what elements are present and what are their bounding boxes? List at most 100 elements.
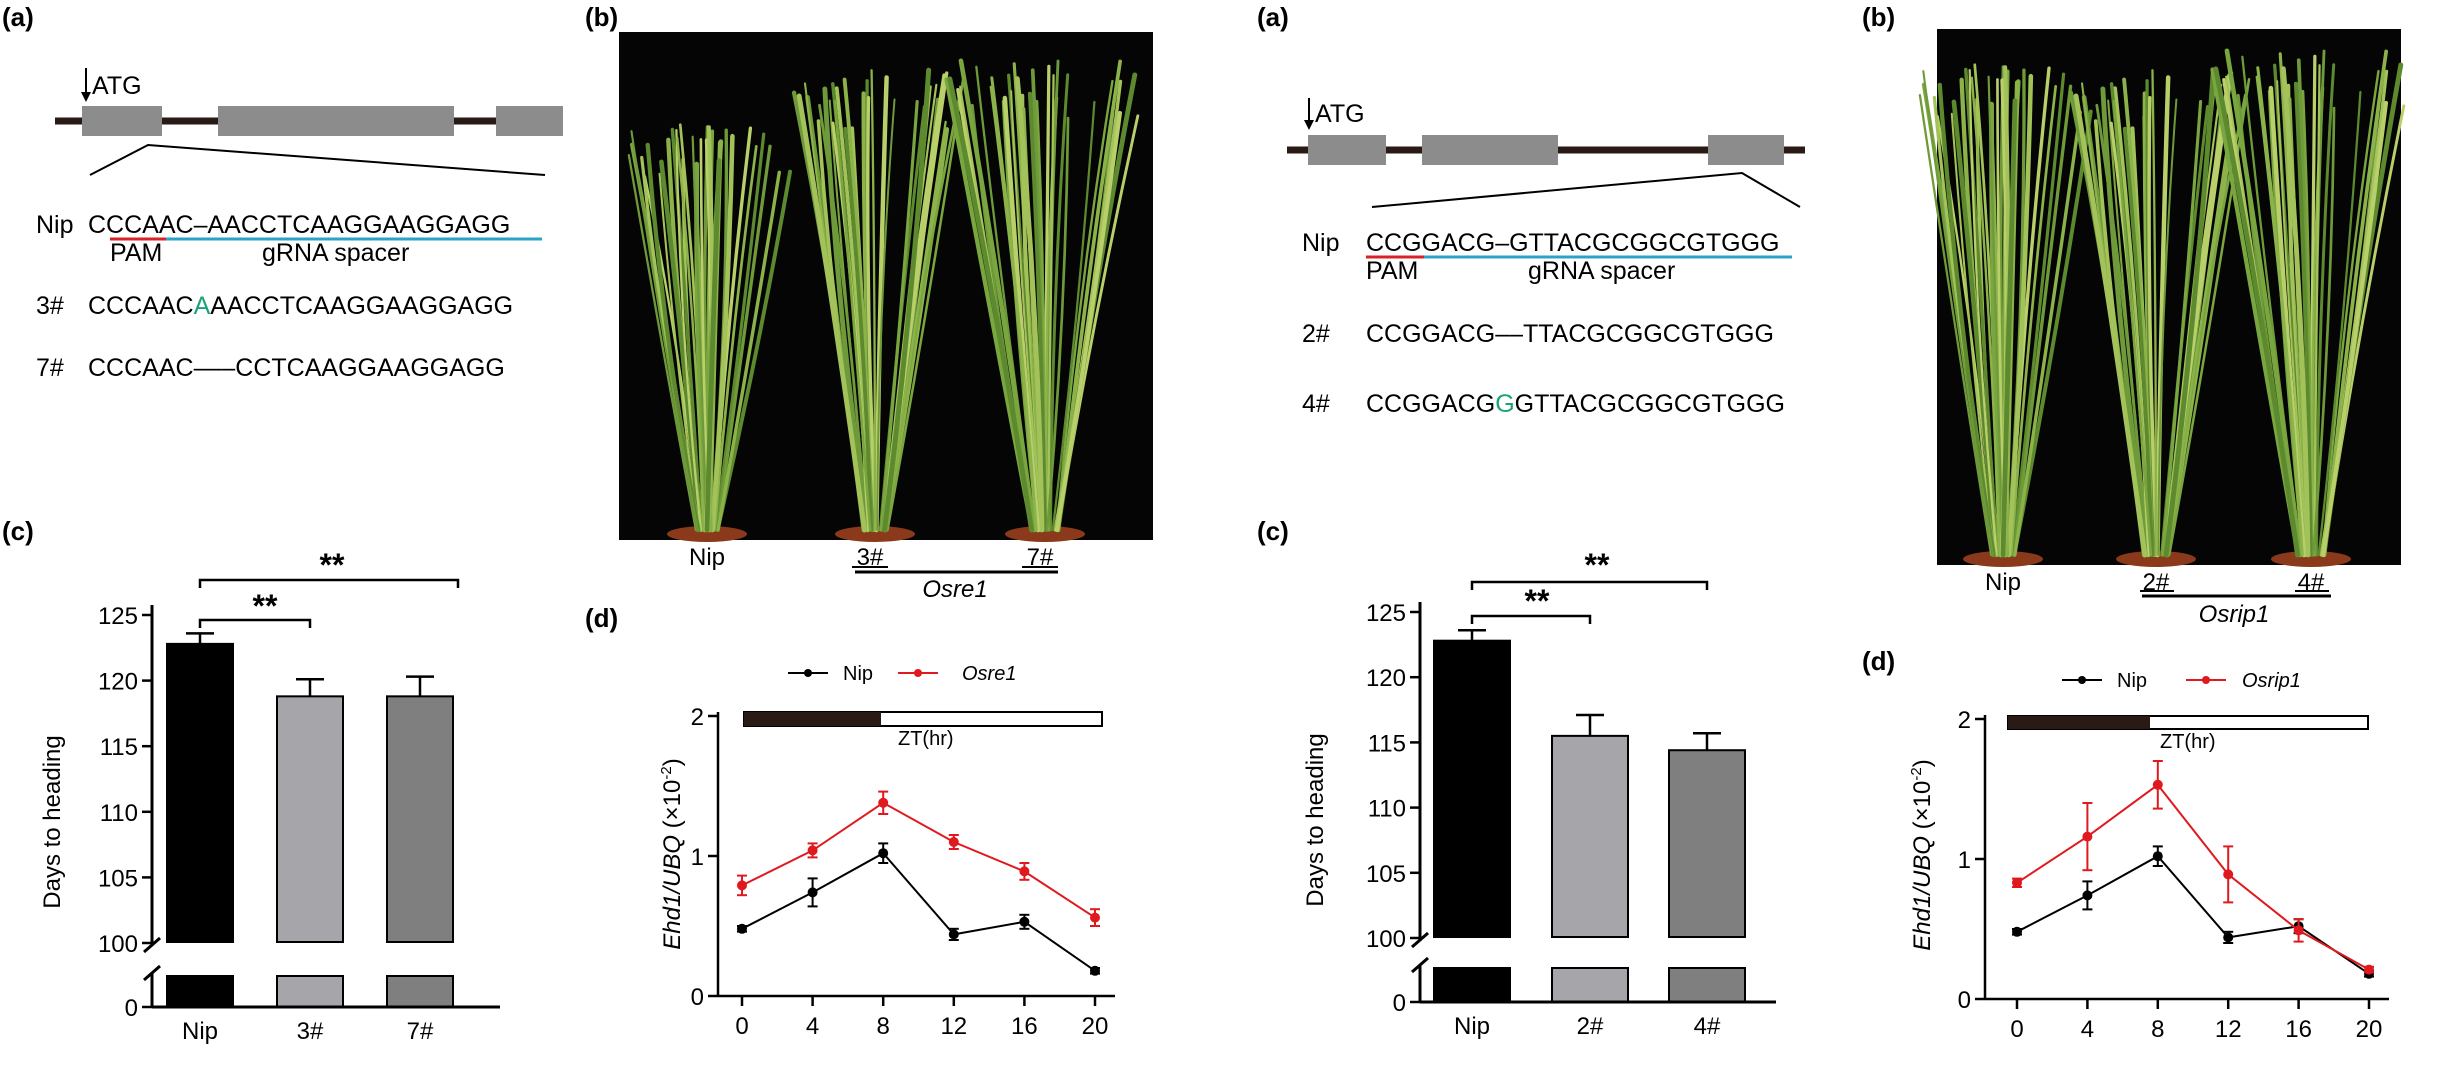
right-plant-drawing xyxy=(1918,48,2406,567)
bar-2 xyxy=(1668,749,1746,938)
series-1-point-1 xyxy=(807,845,818,856)
left-exon-3 xyxy=(496,106,563,136)
left-row-label-nip: Nip xyxy=(36,211,74,239)
plant-2-leaf-20 xyxy=(1010,90,1043,532)
right-panel-a: (a) ATG Nip CCGGACG–GTTACGCGGCGTGGG PAM … xyxy=(1257,2,1805,418)
plant-0-leaf-25 xyxy=(1970,76,2001,557)
left-seq-3: CCCAACAAACCTCAAGGAAGGAGG xyxy=(88,292,513,320)
left-a-letter: (a) xyxy=(2,2,34,32)
left-zt-bar-dark xyxy=(744,712,881,726)
left-bar-chart: Nip 3# 7# 100 105 110 115 120 125 0 xyxy=(98,578,500,1045)
plant-1-leaf-28 xyxy=(866,96,878,532)
plant-0-leaf-24 xyxy=(1987,75,2004,557)
plant-1-leaf-23 xyxy=(2160,100,2203,557)
plant-1-leaf-27 xyxy=(2122,126,2154,557)
plant-0-leaf-25 xyxy=(676,136,705,532)
plant-0-leaf-30 xyxy=(1922,70,1995,557)
y-tick-label-5: 125 xyxy=(98,603,138,630)
plant-0-leaf-27 xyxy=(1937,82,1996,558)
left-seq-nip: CCCAAC–AACCTCAAGGAAGGAGG xyxy=(88,211,510,239)
plant-2-leaf-33 xyxy=(947,76,1035,533)
left-c-letter: (c) xyxy=(2,516,34,546)
bar-0 xyxy=(166,642,234,943)
bar-1 xyxy=(276,695,344,943)
plant-0-leaf-9 xyxy=(714,132,766,532)
plant-0-leaf-19 xyxy=(716,170,781,532)
plant-0-leaf-33 xyxy=(2000,98,2018,558)
plant-1-leaf-29 xyxy=(833,99,872,532)
left-legend-label-mut: Osre1 xyxy=(962,663,1016,685)
plant-1-leaf-5 xyxy=(2167,77,2251,557)
axis-break-mark-2 xyxy=(143,964,161,982)
plant-2-leaf-23 xyxy=(958,58,1037,533)
plant-2-leaf-30 xyxy=(2311,106,2336,557)
y-tick-label-0: 100 xyxy=(98,931,138,958)
plant-2-leaf-32 xyxy=(1014,76,1045,533)
plant-1-leaf-18 xyxy=(818,103,868,532)
left-panel-b: (b) Nip 3# 7# Osre1 xyxy=(585,2,1153,603)
y-tick-label-zero: 0 xyxy=(1393,990,1406,1017)
plant-1-leaf-6 xyxy=(822,86,870,533)
left-seq-rows: Nip CCCAAC–AACCTCAAGGAAGGAGG PAM gRNA sp… xyxy=(36,211,542,382)
plant-0-pot xyxy=(667,526,747,542)
series-0-point-5 xyxy=(1090,965,1100,976)
plant-2-leaf-5 xyxy=(1055,79,1114,532)
axis-break-mark-1 xyxy=(143,936,161,954)
bar-base-0 xyxy=(166,975,234,1008)
plant-1-leaf-28 xyxy=(2147,96,2159,557)
left-exon-1 xyxy=(82,106,162,136)
plant-2-leaf-30 xyxy=(1045,116,1070,532)
right-seq-2: CCGGACG––TTACGCGGCGTGGG xyxy=(1366,320,1774,348)
bar-base-1 xyxy=(1551,967,1629,1003)
axis-break-mark-2 xyxy=(1411,956,1429,974)
x-tick-label-0: 0 xyxy=(735,1013,748,1040)
left-legend-dot-nip xyxy=(804,669,812,677)
plant-0-leaf-13 xyxy=(2009,85,2058,557)
left-legend-dot-mut xyxy=(914,669,922,677)
right-zt-label: ZT(hr) xyxy=(2160,731,2216,753)
x-tick-label-2: 8 xyxy=(2151,1016,2164,1043)
series-0-point-4 xyxy=(1019,916,1030,927)
y-tick-label-4: 120 xyxy=(98,669,138,696)
series-0-point-0 xyxy=(737,923,747,934)
x-tick-label-1: 2# xyxy=(1577,1013,1604,1040)
y-tick-label-4: 120 xyxy=(1366,665,1406,692)
y-tick-label-2: 2 xyxy=(1958,707,1971,734)
series-line-0 xyxy=(2016,854,2370,975)
left-c-stars-1: ** xyxy=(253,588,278,624)
series-0-point-1 xyxy=(807,887,818,898)
significance-bracket-1 xyxy=(1470,580,1709,590)
plant-0-leaf-12 xyxy=(715,144,772,532)
plant-2-leaf-28 xyxy=(1055,110,1123,533)
plant-0-leaf-18 xyxy=(1918,94,1993,557)
left-zt-label: ZT(hr) xyxy=(898,728,954,750)
plant-1-pot xyxy=(835,526,915,542)
left-group-label: Osre1 xyxy=(922,576,987,603)
y-tick-label-1: 105 xyxy=(98,865,138,892)
left-zoom-lines xyxy=(89,143,546,176)
significance-bracket-0 xyxy=(1470,614,1592,624)
y-tick-label-1: 105 xyxy=(1366,861,1406,888)
series-0-point-3 xyxy=(2223,932,2234,943)
right-legend-dot-mut xyxy=(2202,676,2210,684)
plant-1-leaf-33 xyxy=(2163,67,2216,558)
series-line-0 xyxy=(741,851,1096,972)
left-b-letter: (b) xyxy=(585,2,618,32)
plant-0-leaf-12 xyxy=(2012,84,2073,557)
x-tick-label-0: 0 xyxy=(2010,1016,2023,1043)
plant-1-leaf-32 xyxy=(2073,93,2148,558)
series-1-point-0 xyxy=(2012,877,2022,888)
left-legend-label-nip: Nip xyxy=(843,663,873,685)
right-spacer-label: gRNA spacer xyxy=(1528,257,1675,285)
right-seq-4: CCGGACGGGTTACGCGGCGTGGG xyxy=(1366,390,1785,418)
left-photo-label-nip: Nip xyxy=(689,544,725,571)
left-plant-drawing xyxy=(627,58,1140,542)
plant-1-leaf-5 xyxy=(886,77,965,532)
plant-0-leaf-22 xyxy=(675,128,703,532)
right-row-label-2: 2# xyxy=(1302,320,1330,348)
plant-1-leaf-31 xyxy=(870,69,876,532)
right-row-label-nip: Nip xyxy=(1302,229,1340,257)
right-seq-rows: Nip CCGGACG–GTTACGCGGCGTGGG PAM gRNA spa… xyxy=(1302,229,1792,418)
